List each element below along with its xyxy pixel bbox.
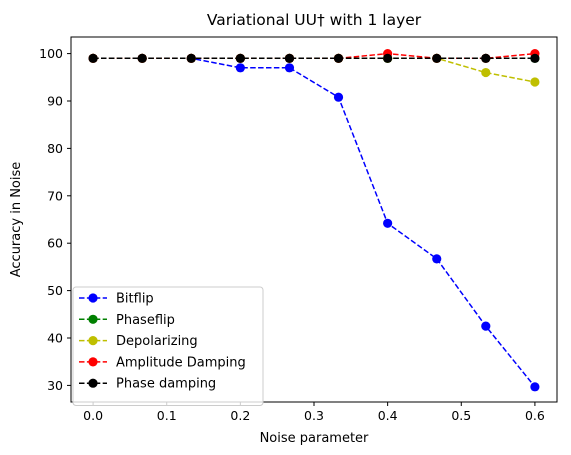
legend-marker-1 xyxy=(88,314,98,324)
data-point-0-7 xyxy=(432,254,442,264)
legend-box xyxy=(72,286,264,406)
y-tick-label-1: 40 xyxy=(47,331,63,346)
legend-label-4: Phase damping xyxy=(116,377,216,392)
data-point-4-5 xyxy=(333,53,344,63)
y-tick-label-7: 100 xyxy=(39,46,63,61)
data-point-0-8 xyxy=(481,321,491,331)
y-tick-label-5: 80 xyxy=(47,141,63,156)
data-point-4-4 xyxy=(284,53,295,63)
legend-label-1: Phaseflip xyxy=(116,313,175,328)
y-axis-title: Accuracy in Noise xyxy=(9,162,24,278)
data-point-0-9 xyxy=(530,382,540,392)
x-tick-label-3: 0.3 xyxy=(304,408,324,423)
data-point-4-7 xyxy=(432,53,442,63)
y-tick-label-2: 50 xyxy=(47,283,63,298)
data-point-4-1 xyxy=(137,53,147,63)
data-point-0-5 xyxy=(333,92,344,102)
legend-label-0: Bitflip xyxy=(116,292,154,307)
data-point-4-0 xyxy=(88,53,98,63)
y-tick-label-4: 70 xyxy=(47,188,63,203)
data-point-4-2 xyxy=(186,53,196,63)
y-tick-label-0: 30 xyxy=(47,378,63,393)
data-point-0-3 xyxy=(235,63,245,73)
y-tick-label-6: 90 xyxy=(47,93,63,108)
x-tick-label-0: 0.0 xyxy=(83,408,103,423)
legend: Bitflip Phaseflip Depolarizing Amplitude Da… xyxy=(72,286,264,406)
x-tick-label-2: 0.2 xyxy=(230,408,250,423)
x-tick-label-5: 0.5 xyxy=(451,408,471,423)
legend-label-3: Amplitude Damping xyxy=(116,355,246,370)
legend-label-2: Depolarizing xyxy=(116,334,198,349)
y-tick-label-3: 60 xyxy=(47,236,63,251)
chart-title: Variational UU† with 1 layer xyxy=(207,11,422,29)
data-point-2-9 xyxy=(530,77,540,87)
x-tick-label-4: 0.4 xyxy=(378,408,398,423)
x-tick-label-1: 0.1 xyxy=(157,408,177,423)
data-point-2-8 xyxy=(481,67,491,78)
x-axis-title: Noise parameter xyxy=(260,431,369,446)
plot-area: 0.0 0.1 0.2 0.3 0.4 0.5 0.6 30 40 50 60 70 80 90 100 xyxy=(39,36,558,423)
legend-marker-4 xyxy=(88,378,98,388)
legend-marker-3 xyxy=(88,357,98,367)
data-point-4-3 xyxy=(235,53,245,63)
data-point-4-9 xyxy=(530,53,540,63)
legend-marker-2 xyxy=(88,336,98,346)
series-line-2 xyxy=(93,57,536,83)
data-point-4-6 xyxy=(383,53,393,63)
data-point-0-6 xyxy=(383,218,393,228)
x-tick-label-6: 0.6 xyxy=(525,408,545,423)
data-point-4-8 xyxy=(481,53,491,63)
data-point-0-4 xyxy=(284,63,295,73)
legend-marker-0 xyxy=(88,293,98,303)
